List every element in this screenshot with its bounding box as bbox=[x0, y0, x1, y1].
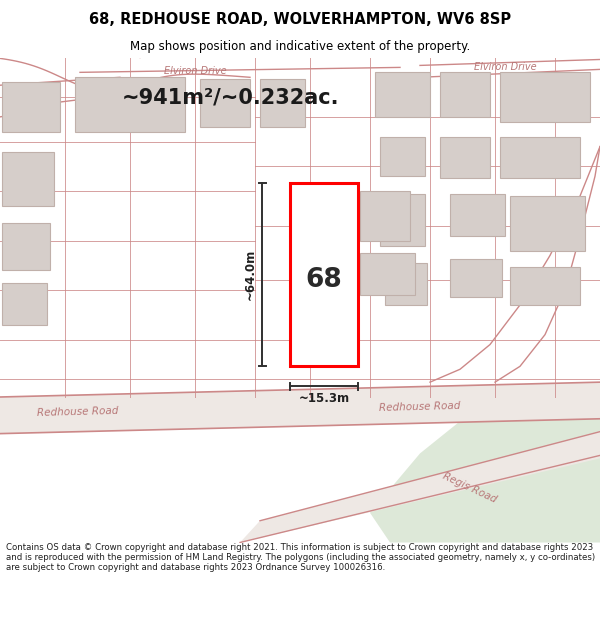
Text: Elviron Drive: Elviron Drive bbox=[164, 66, 226, 76]
Bar bbox=[75, 78, 185, 132]
Bar bbox=[385, 263, 427, 305]
Bar bbox=[380, 137, 425, 176]
Bar bbox=[500, 72, 590, 122]
Bar bbox=[260, 79, 305, 127]
Text: Redhouse Road: Redhouse Road bbox=[379, 401, 461, 413]
Bar bbox=[2, 283, 47, 325]
Bar bbox=[2, 151, 54, 206]
Text: Redhouse Road: Redhouse Road bbox=[37, 406, 119, 418]
Text: 68, REDHOUSE ROAD, WOLVERHAMPTON, WV6 8SP: 68, REDHOUSE ROAD, WOLVERHAMPTON, WV6 8S… bbox=[89, 11, 511, 26]
Bar bbox=[290, 183, 358, 366]
Bar bbox=[450, 259, 502, 297]
Text: Map shows position and indicative extent of the property.: Map shows position and indicative extent… bbox=[130, 40, 470, 53]
Text: 68: 68 bbox=[305, 267, 343, 292]
Bar bbox=[2, 82, 60, 132]
Polygon shape bbox=[0, 382, 600, 434]
Text: Elviron Drive: Elviron Drive bbox=[473, 62, 536, 72]
Bar bbox=[500, 137, 580, 178]
Bar bbox=[2, 222, 50, 270]
Bar bbox=[440, 137, 490, 178]
Polygon shape bbox=[370, 389, 600, 542]
Bar bbox=[200, 79, 250, 127]
Bar bbox=[510, 268, 580, 305]
Bar bbox=[510, 196, 585, 251]
Bar bbox=[450, 194, 505, 236]
Text: ~64.0m: ~64.0m bbox=[244, 249, 257, 301]
Bar bbox=[380, 194, 425, 246]
Text: ~15.3m: ~15.3m bbox=[298, 392, 350, 406]
Text: Contains OS data © Crown copyright and database right 2021. This information is : Contains OS data © Crown copyright and d… bbox=[6, 542, 595, 572]
Bar bbox=[360, 191, 410, 241]
Bar bbox=[360, 254, 415, 295]
Text: Regis Road: Regis Road bbox=[442, 471, 499, 505]
Bar bbox=[440, 72, 490, 117]
Polygon shape bbox=[240, 432, 600, 542]
Text: ~941m²/~0.232ac.: ~941m²/~0.232ac. bbox=[121, 87, 339, 107]
Bar bbox=[375, 72, 430, 117]
